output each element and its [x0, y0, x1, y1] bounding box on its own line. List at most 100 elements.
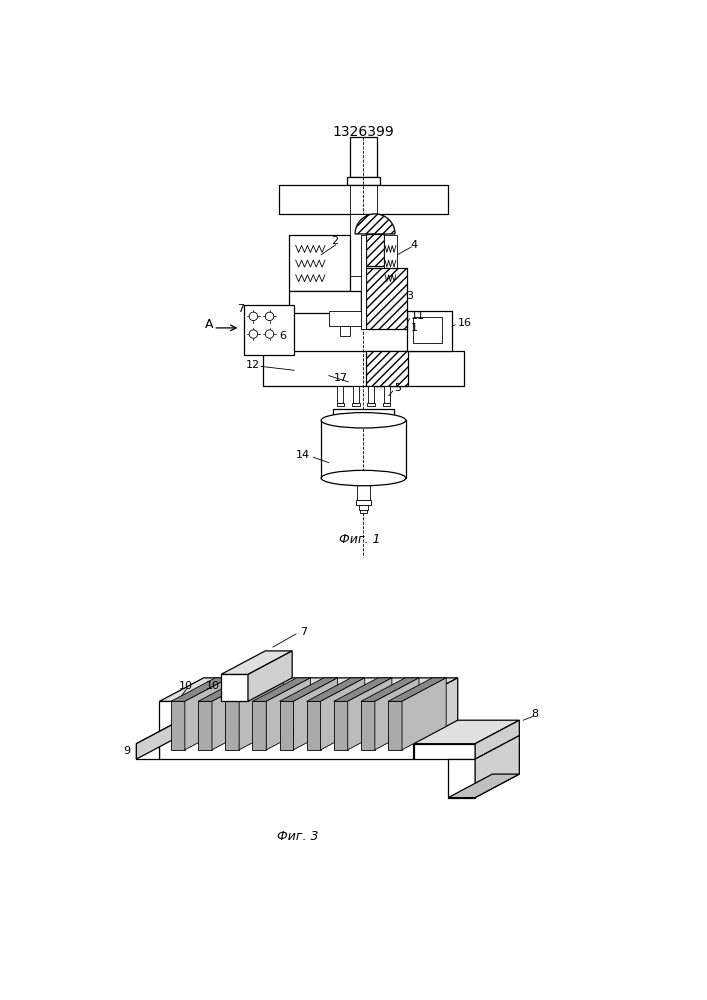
Text: 6: 6 — [279, 331, 286, 341]
Bar — [340, 326, 350, 336]
Polygon shape — [475, 736, 520, 798]
Text: Фиг. 3: Фиг. 3 — [277, 830, 319, 843]
Polygon shape — [198, 678, 256, 701]
Polygon shape — [221, 674, 248, 701]
Ellipse shape — [321, 470, 406, 486]
Bar — [382, 403, 390, 406]
Bar — [329, 311, 361, 326]
Polygon shape — [136, 744, 160, 759]
Polygon shape — [375, 678, 419, 750]
Text: 3: 3 — [406, 291, 413, 301]
Bar — [361, 510, 366, 513]
Bar — [359, 505, 368, 510]
Polygon shape — [136, 720, 180, 759]
Text: 5: 5 — [395, 383, 402, 393]
Wedge shape — [355, 214, 395, 234]
Bar — [361, 235, 366, 329]
Bar — [368, 386, 374, 403]
Bar — [244, 305, 294, 355]
Polygon shape — [267, 678, 310, 750]
Polygon shape — [320, 678, 365, 750]
Polygon shape — [171, 701, 185, 750]
Bar — [352, 403, 360, 406]
Polygon shape — [448, 774, 520, 798]
Text: 9: 9 — [124, 746, 131, 756]
Polygon shape — [248, 651, 292, 701]
Circle shape — [265, 312, 274, 321]
Bar — [383, 386, 390, 403]
Polygon shape — [448, 759, 475, 798]
Bar — [264, 351, 464, 386]
Bar — [407, 311, 452, 351]
Bar — [356, 500, 371, 505]
Bar — [351, 214, 366, 276]
Polygon shape — [293, 678, 338, 750]
Polygon shape — [279, 678, 338, 701]
Circle shape — [265, 330, 274, 338]
Text: 1326399: 1326399 — [332, 125, 395, 139]
Polygon shape — [414, 720, 520, 744]
Bar — [366, 268, 407, 329]
Polygon shape — [252, 701, 267, 750]
Text: 8: 8 — [531, 709, 538, 719]
Polygon shape — [136, 720, 204, 744]
Bar — [288, 291, 361, 312]
Bar — [413, 317, 442, 343]
Bar — [337, 386, 344, 403]
Polygon shape — [252, 678, 310, 701]
Polygon shape — [307, 678, 365, 701]
Polygon shape — [160, 701, 414, 759]
Bar — [361, 291, 399, 312]
Text: 10: 10 — [179, 681, 192, 691]
Text: 7: 7 — [300, 627, 308, 637]
Circle shape — [249, 330, 257, 338]
Polygon shape — [348, 678, 392, 750]
Bar — [351, 137, 377, 177]
Polygon shape — [361, 701, 375, 750]
Text: 12: 12 — [245, 360, 259, 370]
Text: Фиг. 1: Фиг. 1 — [339, 533, 380, 546]
Polygon shape — [475, 720, 520, 759]
Polygon shape — [226, 678, 284, 701]
Text: 1: 1 — [411, 323, 419, 333]
Bar — [385, 235, 397, 291]
Polygon shape — [402, 678, 446, 750]
Text: 7: 7 — [237, 304, 244, 314]
Text: 10: 10 — [206, 681, 220, 691]
Ellipse shape — [321, 413, 406, 428]
Polygon shape — [334, 701, 348, 750]
Circle shape — [249, 312, 257, 321]
Text: 16: 16 — [457, 318, 472, 328]
Polygon shape — [198, 701, 212, 750]
Text: 2: 2 — [331, 236, 338, 246]
Bar — [357, 478, 370, 500]
Text: 14: 14 — [296, 450, 310, 460]
Bar — [346, 177, 380, 185]
Polygon shape — [388, 678, 446, 701]
Bar — [366, 234, 385, 266]
Polygon shape — [279, 701, 293, 750]
Polygon shape — [185, 678, 229, 750]
Polygon shape — [334, 678, 392, 701]
Bar — [353, 386, 359, 403]
Bar — [337, 403, 344, 406]
Polygon shape — [414, 744, 475, 759]
Polygon shape — [239, 678, 284, 750]
Bar — [321, 420, 406, 478]
Bar — [366, 351, 408, 386]
Bar — [368, 403, 375, 406]
Polygon shape — [221, 651, 292, 674]
Polygon shape — [361, 678, 419, 701]
Polygon shape — [212, 678, 256, 750]
Bar — [288, 235, 351, 291]
Polygon shape — [388, 701, 402, 750]
Polygon shape — [171, 678, 229, 701]
Bar — [279, 185, 448, 214]
Text: 17: 17 — [334, 373, 348, 383]
Text: 11: 11 — [411, 311, 425, 321]
Polygon shape — [226, 701, 239, 750]
Polygon shape — [414, 678, 457, 759]
Text: 4: 4 — [410, 240, 417, 250]
Polygon shape — [307, 701, 320, 750]
Polygon shape — [160, 678, 457, 701]
